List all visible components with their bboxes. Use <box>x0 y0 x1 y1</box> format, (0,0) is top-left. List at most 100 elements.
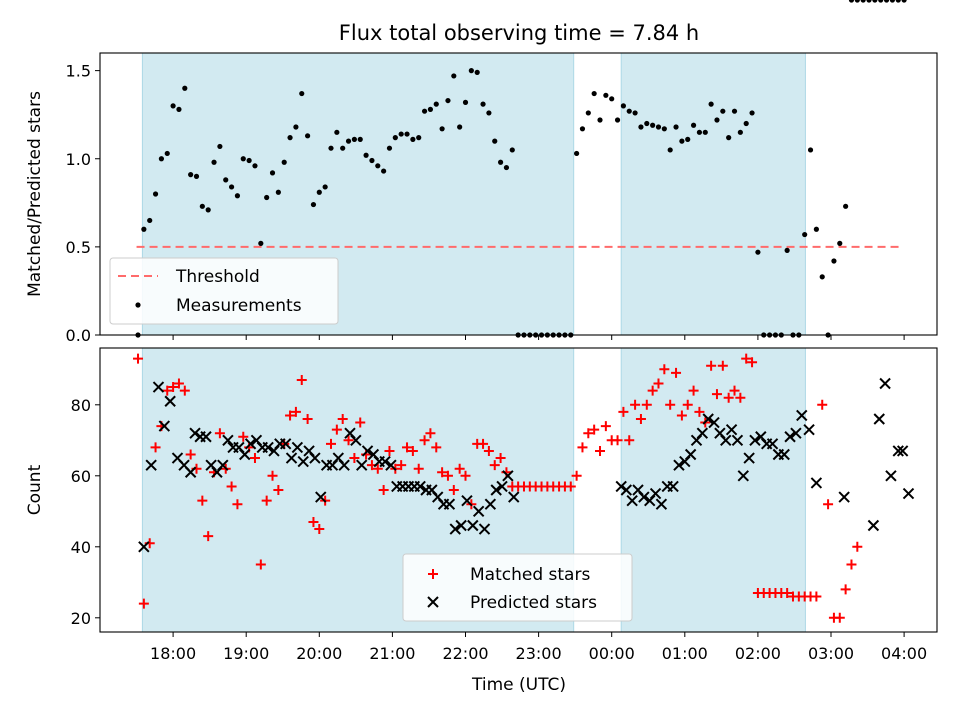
measurement-point <box>275 189 281 195</box>
predicted-star-point <box>673 459 685 471</box>
y-axis-label: Matched/Predicted stars <box>25 91 45 297</box>
predicted-star-point <box>885 470 897 482</box>
measurement-point <box>398 131 404 137</box>
measurement-point <box>340 145 346 151</box>
x-tick-label: 02:00 <box>735 644 781 663</box>
legend-matched-swatch <box>428 569 438 579</box>
predicted-star-point <box>615 480 627 493</box>
measurement-point <box>690 122 697 128</box>
legend-box <box>109 257 339 325</box>
legend-measurements-label: Measurements <box>176 296 302 316</box>
predicted-star-point <box>184 466 197 478</box>
measurement-point <box>474 69 480 75</box>
matched-star-point <box>273 485 284 495</box>
measurement-point <box>269 170 276 176</box>
matched-star-point <box>343 435 354 446</box>
matched-star-point <box>138 598 149 609</box>
matched-star-point <box>425 428 436 439</box>
matched-star-point <box>682 399 693 410</box>
measurement-point <box>316 189 322 195</box>
matched-star-point <box>185 449 196 460</box>
measurement-point <box>866 0 872 3</box>
measurement-point <box>614 117 621 123</box>
matched-star-point <box>173 378 184 389</box>
measurement-point <box>287 135 293 141</box>
panel-counts: 20 40 60 80 18:00 19:00 20:00 21:00 22:00 23:00 00… <box>25 347 938 663</box>
measurement-point <box>720 108 726 114</box>
y-axis-label: Count <box>25 464 45 515</box>
predicted-star-point <box>810 477 823 489</box>
measurement-point <box>386 145 393 151</box>
measurement-point <box>860 0 866 3</box>
x-axis-label: Time (UTC) <box>471 675 566 695</box>
x-tick-label: 22:00 <box>442 644 488 663</box>
matched-star-point <box>571 470 582 481</box>
measurement-point <box>872 0 878 3</box>
matched-star-point <box>782 587 793 598</box>
predicted-star-point <box>508 491 520 503</box>
x-tick-label: 20:00 <box>296 644 342 663</box>
plot-frame <box>99 347 938 633</box>
matched-star-point <box>249 453 260 464</box>
measurement-point <box>854 0 860 3</box>
measurement-point <box>667 147 673 153</box>
measurement-point <box>696 129 703 135</box>
measurement-point <box>334 129 340 135</box>
predicted-star-point <box>496 480 508 493</box>
matched-star-point <box>407 445 418 456</box>
measurement-point <box>170 103 176 109</box>
matched-star-point <box>378 485 389 495</box>
predicted-star-point <box>725 423 738 436</box>
matched-star-point <box>454 463 465 474</box>
matched-star-point <box>232 499 243 510</box>
matched-star-point <box>834 612 845 623</box>
measurement-point <box>632 110 638 116</box>
measurement-point <box>492 138 498 144</box>
predicted-star-point <box>217 459 229 471</box>
matched-star-point <box>255 559 266 570</box>
measurement-point <box>240 156 246 162</box>
matched-star-point <box>203 531 214 542</box>
measurement-point <box>901 0 907 3</box>
measurement-point <box>205 207 211 213</box>
matched-star-point <box>226 481 237 492</box>
matched-star-point <box>495 453 506 464</box>
matched-star-point <box>729 385 740 396</box>
predicted-star-point <box>414 480 426 493</box>
matched-star-point <box>437 467 448 478</box>
predicted-star-point <box>790 427 802 439</box>
matched-star-point <box>694 406 705 417</box>
matched-star-point <box>811 591 822 602</box>
measurement-point <box>457 124 463 130</box>
measurement-point <box>609 96 615 102</box>
measurement-point <box>813 226 819 232</box>
plot-frame <box>99 52 938 336</box>
measurement-point <box>193 173 200 179</box>
matched-star-point <box>314 524 325 535</box>
matched-star-point <box>840 584 851 595</box>
measurement-point <box>462 99 469 105</box>
predicted-star-point <box>702 413 714 425</box>
measurement-point <box>597 117 603 123</box>
measurement-point <box>188 172 194 178</box>
measurement-point <box>895 0 901 3</box>
matched-star-point <box>671 367 682 378</box>
measurement-point <box>574 150 580 157</box>
matched-star-point <box>618 406 629 417</box>
matched-star-point <box>448 485 459 495</box>
matched-star-point <box>600 421 611 432</box>
matched-star-point <box>179 385 190 396</box>
measurement-point <box>708 101 714 107</box>
series-predicted-stars <box>138 377 915 553</box>
measurement-point <box>345 138 352 144</box>
matched-star-point <box>290 406 301 417</box>
predicted-star-point <box>478 523 491 535</box>
measurement-point <box>427 106 434 112</box>
legend: Threshold Measurements <box>109 257 339 325</box>
y-tick-label: 20 <box>71 609 91 628</box>
predicted-star-point <box>502 470 514 482</box>
predicted-star-point <box>262 441 274 454</box>
measurement-point <box>310 201 317 208</box>
predicted-star-point <box>696 427 709 439</box>
matched-star-point <box>431 442 442 453</box>
